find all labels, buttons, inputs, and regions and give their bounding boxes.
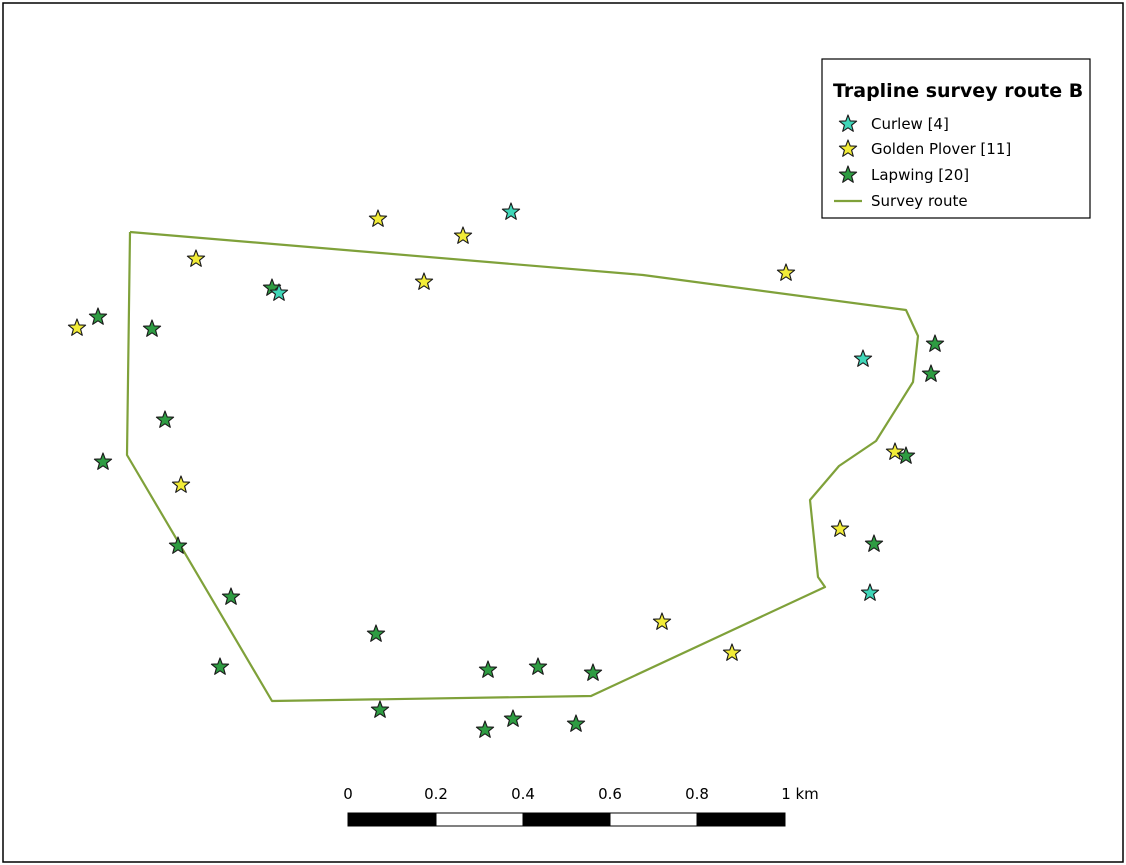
survey-route-line	[125, 230, 920, 703]
golden-plover-marker	[722, 643, 742, 661]
lapwing-star-icon	[838, 165, 858, 183]
lapwing-marker	[366, 624, 386, 642]
lapwing-marker	[478, 660, 498, 678]
lapwing-marker	[93, 452, 113, 470]
lapwing-marker	[583, 663, 603, 681]
curlew-star-icon-shape	[838, 114, 858, 132]
legend-item-curlew: Curlew [4]	[838, 114, 949, 133]
scale-segment-1	[347, 812, 437, 827]
golden-plover-marker	[453, 226, 473, 244]
legend-label-golden-plover: Golden Plover [11]	[871, 140, 1011, 158]
golden-plover-marker	[776, 263, 796, 281]
legend-label-lapwing: Lapwing [20]	[871, 166, 969, 184]
lapwing-marker	[566, 714, 586, 732]
lapwing-marker	[370, 700, 390, 718]
golden-plover-marker	[186, 249, 206, 267]
lapwing-marker	[896, 446, 916, 464]
legend-box	[821, 58, 1091, 219]
lapwing-marker	[142, 319, 162, 337]
legend-item-survey-route: Survey route	[834, 192, 968, 210]
scale-segment-5	[696, 812, 786, 827]
curlew-marker	[501, 202, 521, 220]
lapwing-marker	[155, 410, 175, 428]
lapwing-marker	[88, 307, 108, 325]
scale-segment-4	[609, 812, 698, 827]
scale-label-1-km: 1 km	[781, 785, 819, 803]
lapwing-marker	[168, 536, 188, 554]
golden-plover-marker	[414, 272, 434, 290]
lapwing-marker	[210, 657, 230, 675]
curlew-marker	[269, 283, 289, 301]
legend-item-lapwing: Lapwing [20]	[838, 165, 969, 184]
lapwing-marker	[221, 587, 241, 605]
legend-title: Trapline survey route B	[833, 80, 1083, 102]
lapwing-marker	[925, 334, 945, 352]
scale-segment-2	[435, 812, 524, 827]
legend: Trapline survey route B Curlew [4] Golde…	[821, 58, 1091, 219]
lapwing-star-icon-shape	[838, 165, 858, 183]
scale-label-0: 0	[343, 785, 353, 803]
scale-bar: 0 0.2 0.4 0.6 0.8 1 km	[343, 785, 819, 827]
golden-plover-marker	[885, 442, 905, 460]
golden-plover-star-icon-shape	[838, 139, 858, 157]
legend-label-survey-route: Survey route	[871, 192, 968, 210]
scale-label-0-4: 0.4	[511, 785, 535, 803]
golden-plover-marker	[67, 318, 87, 336]
scale-segment-3	[522, 812, 611, 827]
golden-plover-marker	[171, 475, 191, 493]
curlew-star-icon	[838, 114, 858, 132]
golden-plover-marker	[830, 519, 850, 537]
curlew-marker	[853, 349, 873, 367]
scale-label-0-8: 0.8	[685, 785, 709, 803]
scale-label-0-2: 0.2	[424, 785, 448, 803]
lapwing-marker	[475, 720, 495, 738]
lapwing-marker	[528, 657, 548, 675]
scale-label-0-6: 0.6	[598, 785, 622, 803]
lapwing-marker	[503, 709, 523, 727]
golden-plover-marker	[368, 209, 388, 227]
curlew-marker	[860, 583, 880, 601]
lapwing-marker	[921, 364, 941, 382]
legend-item-golden-plover: Golden Plover [11]	[838, 139, 1011, 158]
golden-plover-star-icon	[838, 139, 858, 157]
lapwing-marker	[864, 534, 884, 552]
legend-label-curlew: Curlew [4]	[871, 115, 949, 133]
golden-plover-marker	[652, 612, 672, 630]
observation-markers	[67, 202, 945, 738]
